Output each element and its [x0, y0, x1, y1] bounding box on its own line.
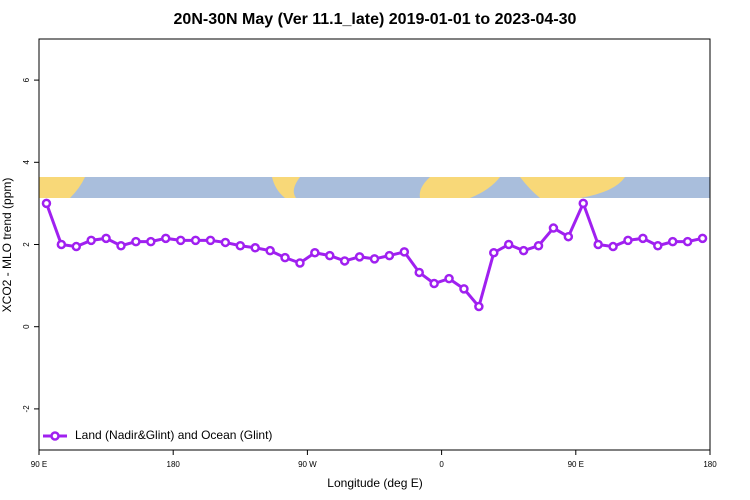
point — [354, 252, 365, 262]
point — [384, 250, 395, 261]
point — [667, 236, 678, 247]
land — [419, 177, 500, 198]
point — [682, 236, 693, 247]
point — [175, 235, 186, 246]
point — [146, 236, 156, 247]
x-tick-label: 90 E — [568, 460, 584, 469]
point — [593, 239, 603, 250]
point — [339, 256, 350, 266]
point — [369, 254, 380, 264]
map-strip — [39, 177, 710, 198]
point — [250, 243, 260, 253]
x-tick-label: 180 — [167, 460, 181, 469]
y-tick-label: 0 — [22, 324, 31, 329]
land — [272, 177, 300, 198]
point — [429, 278, 439, 289]
x-tick-label: 90 W — [298, 460, 317, 469]
point — [101, 233, 111, 244]
point — [280, 252, 290, 263]
y-axis-label: XCO2 - MLO trend (ppm) — [0, 178, 14, 313]
legend-point — [50, 431, 60, 441]
point — [160, 233, 171, 244]
legend-label: Land (Nadir&Glint) and Ocean (Glint) — [75, 428, 272, 442]
point — [697, 233, 708, 244]
point — [190, 235, 201, 246]
point — [220, 237, 231, 248]
point — [310, 247, 320, 258]
chart-title: 20N-30N May (Ver 11.1_late) 2019-01-01 t… — [174, 11, 577, 28]
point — [265, 245, 275, 256]
point — [459, 284, 469, 294]
point — [205, 235, 216, 246]
y-tick-label: 4 — [22, 160, 31, 165]
point — [653, 240, 663, 251]
point — [608, 241, 618, 252]
point — [235, 240, 246, 251]
point — [399, 247, 410, 257]
point — [563, 231, 574, 242]
point — [444, 273, 454, 284]
point — [325, 250, 335, 261]
point — [474, 301, 484, 312]
land — [39, 177, 85, 198]
point — [503, 239, 514, 250]
point — [518, 245, 529, 256]
point — [578, 198, 589, 209]
point — [131, 236, 141, 247]
point — [638, 233, 648, 244]
point — [41, 198, 52, 209]
point — [71, 241, 82, 252]
point — [295, 258, 305, 268]
y-tick-label: 6 — [22, 77, 31, 82]
point — [56, 239, 67, 250]
land — [520, 177, 625, 198]
point — [414, 267, 424, 278]
point — [533, 240, 544, 251]
y-tick-label: 2 — [22, 242, 31, 247]
x-tick-label: 180 — [703, 460, 717, 469]
x-axis-label: Longitude (deg E) — [327, 476, 422, 490]
point — [623, 235, 633, 246]
point — [489, 247, 499, 258]
x-tick-label: 0 — [439, 460, 444, 469]
x-tick-label: 90 E — [31, 460, 47, 469]
point — [116, 240, 126, 251]
y-tick-label: -2 — [22, 405, 31, 413]
point — [86, 235, 96, 246]
point — [548, 223, 559, 233]
